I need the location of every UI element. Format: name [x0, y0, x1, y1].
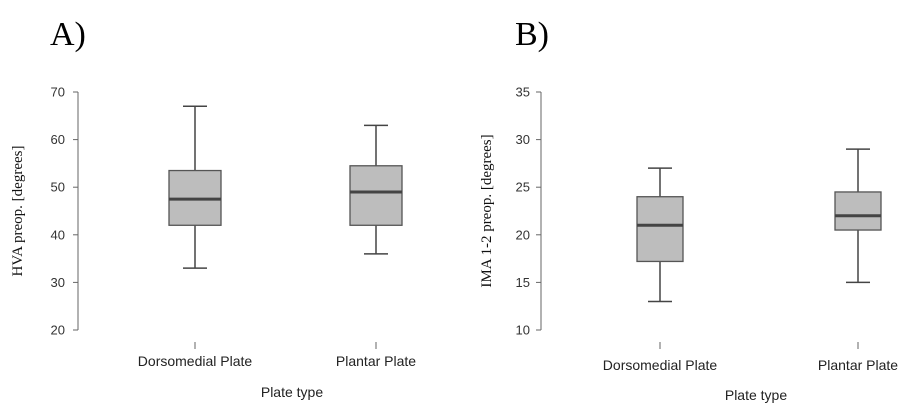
y-tick-label: 50 — [51, 180, 65, 195]
panel-label: A) — [50, 16, 86, 53]
y-tick-label: 20 — [51, 323, 65, 338]
category-label: Dorsomedial Plate — [138, 353, 253, 369]
category-label: Plantar Plate — [818, 357, 898, 373]
box-iqr — [834, 191, 882, 231]
y-axis-title: HVA preop. [degrees] — [10, 146, 26, 277]
y-tick-label: 35 — [516, 85, 530, 100]
panel-b: B) 10 15 20 25 30 35 IMA 1-2 preop. [degrees] Do… — [479, 16, 898, 403]
panel-a: A) 20 30 40 50 60 70 HVA preop. [degrees] Dorsom… — [10, 16, 416, 400]
x-axis-title: Plate type — [261, 384, 323, 400]
category-label: Dorsomedial Plate — [603, 357, 718, 373]
y-tick-label: 10 — [516, 323, 530, 338]
x-axis-title: Plate type — [725, 387, 787, 403]
y-axis-title: IMA 1-2 preop. [degrees] — [479, 134, 495, 287]
y-tick-label: 30 — [516, 132, 530, 147]
panel-label: B) — [515, 16, 549, 53]
y-tick-label: 30 — [51, 275, 65, 290]
y-tick-label: 40 — [51, 227, 65, 242]
box-iqr — [349, 165, 403, 226]
y-tick-label: 15 — [516, 275, 530, 290]
box-iqr — [636, 196, 684, 263]
y-tick-label: 70 — [51, 85, 65, 100]
category-label: Plantar Plate — [336, 353, 416, 369]
y-tick-label: 60 — [51, 132, 65, 147]
y-tick-label: 20 — [516, 227, 530, 242]
y-tick-label: 25 — [516, 180, 530, 195]
